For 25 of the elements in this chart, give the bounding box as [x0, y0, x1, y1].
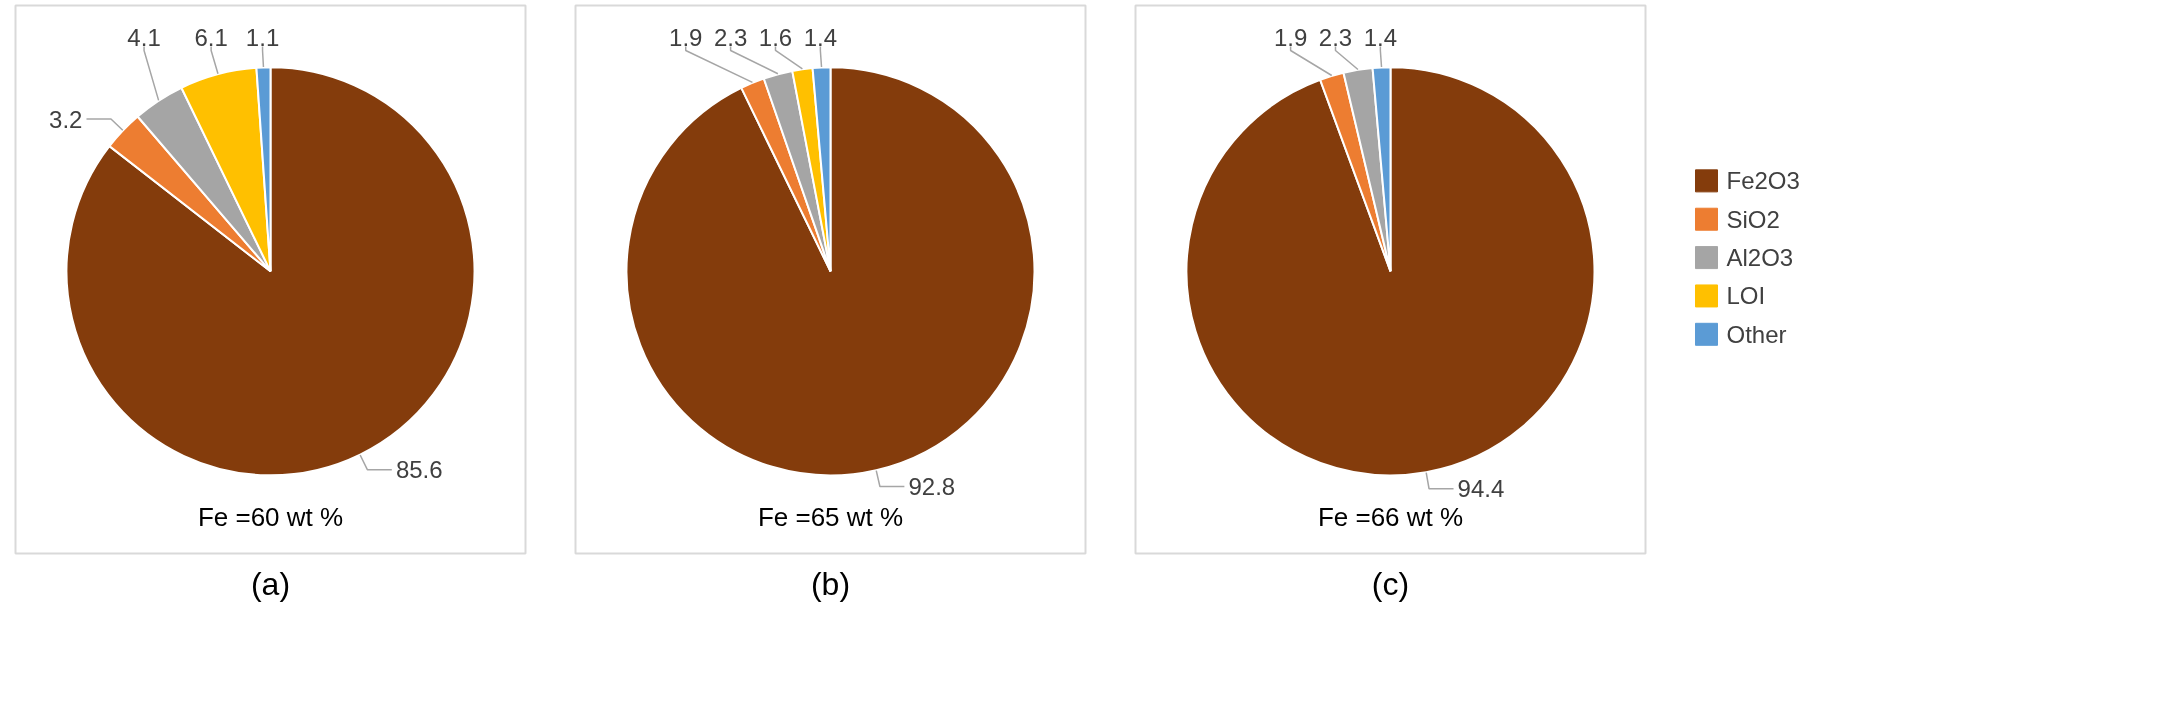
text: Fe =66 wt % [1317, 501, 1464, 532]
legend-label: Fe2O3 [1726, 167, 1800, 195]
data-label: 6.1 [194, 24, 228, 52]
text: (b) [810, 565, 851, 602]
data-label: 1.9 [1273, 24, 1308, 52]
data-label: 94.4 [1457, 475, 1505, 503]
legend-label: LOI [1726, 282, 1766, 310]
text: (c) [1371, 565, 1410, 602]
data-label: 1.4 [1363, 24, 1398, 52]
data-label: 92.8 [908, 473, 956, 501]
data-label: 85.6 [395, 456, 443, 484]
data-label: 1.4 [803, 24, 838, 52]
text: Fe =65 wt % [757, 501, 904, 532]
data-label: 3.2 [49, 105, 83, 133]
legend-label: Al2O3 [1726, 244, 1794, 272]
text: Fe =60 wt % [197, 501, 344, 532]
data-label: 2.3 [713, 24, 748, 52]
legend-label: SiO2 [1726, 205, 1780, 233]
data-label: 2.3 [1318, 24, 1353, 52]
data-label: 1.1 [245, 24, 280, 52]
text: (a) [250, 565, 291, 602]
legend-label: Other [1726, 320, 1787, 348]
data-label: 1.6 [758, 24, 793, 52]
data-label: 4.1 [127, 24, 161, 52]
data-label: 1.9 [669, 24, 703, 52]
